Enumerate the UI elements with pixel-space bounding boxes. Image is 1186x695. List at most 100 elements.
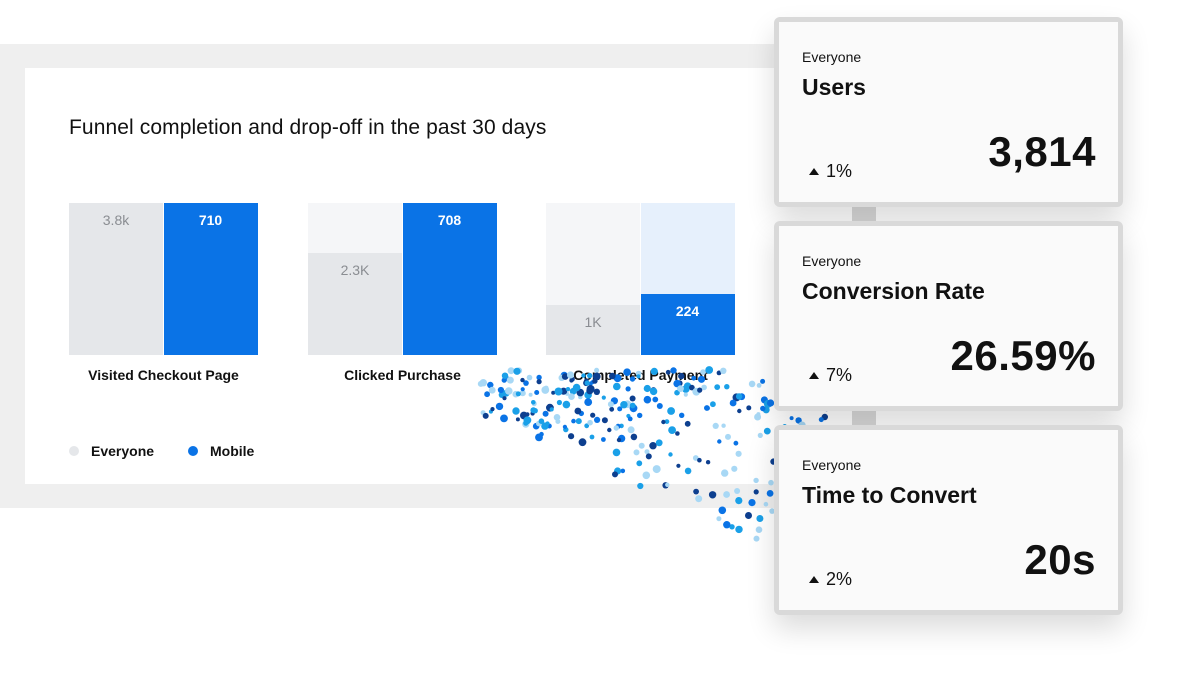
decorative-dot <box>650 367 658 375</box>
decorative-dot <box>589 434 595 440</box>
decorative-dot <box>584 380 590 386</box>
decorative-dot <box>629 402 636 409</box>
decorative-dot <box>679 412 685 418</box>
metric-card-body: Everyone Users 1% 3,814 <box>779 22 1118 202</box>
decorative-dot <box>586 385 595 393</box>
metric-card-time-to-convert[interactable]: Everyone Time to Convert 2% 20s <box>774 425 1123 615</box>
decorative-dot <box>601 395 606 400</box>
decorative-dot <box>724 384 730 390</box>
decorative-dot <box>627 416 633 422</box>
decorative-dot <box>718 506 727 515</box>
decorative-dot <box>565 387 571 392</box>
decorative-dot <box>708 491 717 499</box>
decorative-dot <box>541 422 549 430</box>
bar-everyone[interactable] <box>69 203 163 355</box>
decorative-dot <box>675 431 680 436</box>
decorative-dot <box>515 391 521 397</box>
decorative-dot <box>674 379 680 385</box>
decorative-dot <box>643 384 651 393</box>
decorative-dot <box>769 508 775 514</box>
decorative-dot <box>721 469 729 477</box>
decorative-dot <box>665 369 671 375</box>
decorative-dot <box>683 392 688 397</box>
decorative-dot <box>676 463 681 468</box>
decorative-dot <box>705 406 710 411</box>
decorative-dot <box>609 406 615 412</box>
decorative-dot <box>667 407 675 415</box>
decorative-dot <box>590 412 596 418</box>
decorative-dot <box>753 489 759 495</box>
decorative-dot <box>720 367 727 374</box>
legend-item-mobile[interactable]: Mobile <box>188 443 254 459</box>
decorative-dot <box>753 477 759 484</box>
decorative-dot <box>506 376 514 384</box>
decorative-dot <box>729 524 735 530</box>
decorative-dot <box>734 488 741 494</box>
decorative-dot <box>513 367 521 375</box>
decorative-dot <box>502 396 507 401</box>
up-triangle-icon <box>809 576 819 583</box>
bar-group-2: 2.3K 708 <box>308 203 497 355</box>
decorative-dot <box>630 433 638 441</box>
decorative-dot <box>745 512 752 519</box>
decorative-dot <box>568 433 575 440</box>
decorative-dot <box>795 417 802 424</box>
decorative-dot <box>757 432 763 438</box>
decorative-dot <box>684 420 691 427</box>
decorative-dot <box>725 433 731 440</box>
decorative-dot <box>655 439 663 447</box>
legend-dot-mobile <box>188 446 198 456</box>
metric-card-conversion-rate[interactable]: Everyone Conversion Rate 7% 26.59% <box>774 221 1123 411</box>
bar-mobile[interactable] <box>402 203 497 355</box>
bar-mobile[interactable] <box>640 294 735 355</box>
decorative-dot <box>636 460 643 467</box>
decorative-dot <box>519 390 526 397</box>
decorative-dot <box>693 488 699 495</box>
card-value: 20s <box>1024 536 1096 583</box>
decorative-dot <box>652 396 659 403</box>
decorative-dot <box>677 385 684 392</box>
decorative-dot <box>587 419 593 426</box>
decorative-dot <box>638 442 645 449</box>
decorative-dot <box>636 374 641 379</box>
decorative-dot <box>584 423 590 429</box>
decorative-dot <box>818 417 824 423</box>
decorative-dot <box>484 391 490 398</box>
decorative-dot <box>616 437 622 443</box>
decorative-dot <box>534 390 540 395</box>
decorative-dot <box>737 408 742 414</box>
decorative-dot <box>768 479 774 486</box>
bar-everyone[interactable] <box>546 304 640 355</box>
decorative-dot <box>551 390 556 395</box>
chart-title: Funnel completion and drop-off in the pa… <box>69 116 547 139</box>
decorative-dot <box>700 369 706 375</box>
decorative-dot <box>695 495 703 503</box>
decorative-dot <box>643 395 652 404</box>
decorative-dot <box>684 467 692 475</box>
bar-mobile[interactable] <box>163 203 258 355</box>
decorative-dot <box>566 371 575 379</box>
decorative-dot <box>554 387 563 396</box>
decorative-dot <box>756 383 762 388</box>
decorative-dot <box>612 448 621 457</box>
up-triangle-icon <box>809 372 819 379</box>
decorative-dot <box>735 525 743 534</box>
card-subtitle: Everyone <box>802 253 862 269</box>
decorative-dot <box>607 401 614 408</box>
bar-data-label: 3.8k <box>102 212 130 228</box>
legend-item-everyone[interactable]: Everyone <box>69 443 154 459</box>
decorative-dot <box>644 449 650 455</box>
decorative-dot <box>705 460 711 465</box>
decorative-dot <box>637 482 644 490</box>
decorative-dot <box>520 387 525 392</box>
decorative-dot <box>664 419 670 424</box>
decorative-dot <box>723 491 730 498</box>
decorative-dot <box>748 380 756 388</box>
decorative-dot <box>531 400 536 405</box>
bar-everyone[interactable] <box>308 253 402 355</box>
decorative-dot <box>674 389 680 396</box>
decorative-dot <box>717 439 722 444</box>
bar-group-3: 1K 224 <box>546 203 735 355</box>
decorative-dot <box>571 418 576 424</box>
metric-card-users[interactable]: Everyone Users 1% 3,814 <box>774 17 1123 207</box>
